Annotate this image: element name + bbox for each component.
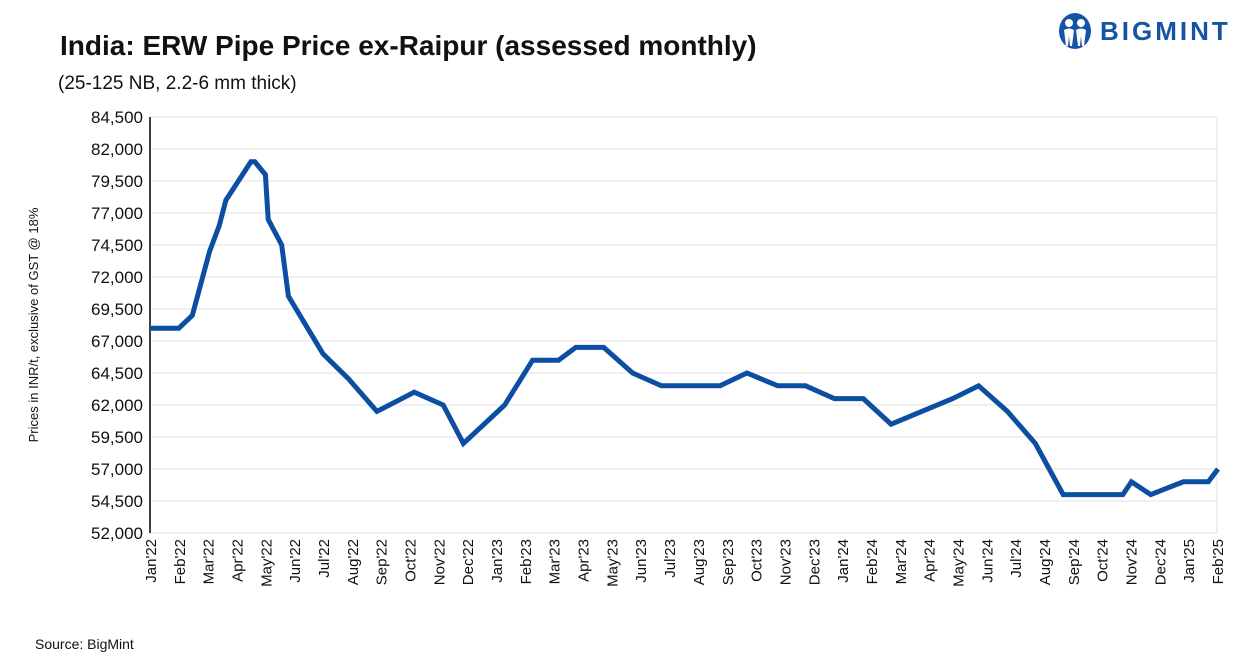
x-tick-label: Jul'22 xyxy=(316,539,333,578)
series-group xyxy=(150,159,1220,498)
chart-subtitle: (25-125 NB, 2.2-6 mm thick) xyxy=(58,73,297,94)
x-tick-label: Dec'23 xyxy=(806,539,823,585)
x-tick-label: Aug'23 xyxy=(691,539,708,585)
x-tick-label: Apr'24 xyxy=(922,539,939,582)
x-tick-label: Dec'24 xyxy=(1152,539,1169,585)
y-tick-label: 84,500 xyxy=(91,108,143,127)
y-tick-label: 82,000 xyxy=(91,140,143,159)
x-tick-label: May'23 xyxy=(604,539,621,587)
x-tick-label: Nov'24 xyxy=(1123,539,1140,585)
y-tick-label: 77,000 xyxy=(91,204,143,223)
x-tick-label: May'24 xyxy=(950,539,967,587)
y-tick-label: 62,000 xyxy=(91,396,143,415)
logo-text: BIGMINT xyxy=(1100,15,1231,46)
source-note: Source: BigMint xyxy=(35,636,134,652)
x-tick-label: Sep'22 xyxy=(374,539,391,585)
y-tick-label: 79,500 xyxy=(91,172,143,191)
x-tick-label: Jun'24 xyxy=(979,539,996,583)
x-tick-label: Aug'24 xyxy=(1037,539,1054,585)
y-axis-title: Prices in INR/t, exclusive of GST @ 18% xyxy=(26,207,41,442)
x-tick-label: Feb'24 xyxy=(864,539,881,584)
x-tick-label: Feb'22 xyxy=(172,539,189,584)
y-tick-label: 54,500 xyxy=(91,492,143,511)
y-tick-label: 69,500 xyxy=(91,300,143,319)
x-tick-label: Mar'22 xyxy=(201,539,218,584)
x-tick-label: Jan'24 xyxy=(835,539,852,583)
x-tick-label: Apr'22 xyxy=(230,539,247,582)
y-tick-label: 67,000 xyxy=(91,332,143,351)
x-tick-label: Jan'22 xyxy=(143,539,160,583)
y-axis-ticks: 52,000 54,500 57,000 59,500 62,000 64,500 67,0… xyxy=(91,108,143,543)
x-tick-label: Aug'22 xyxy=(345,539,362,585)
x-tick-label: Feb'25 xyxy=(1210,539,1227,584)
x-tick-label: Oct'24 xyxy=(1095,539,1112,582)
x-tick-label: Oct'22 xyxy=(403,539,420,582)
x-tick-label: Jan'23 xyxy=(489,539,506,583)
x-tick-label: Dec'22 xyxy=(460,539,477,585)
x-tick-label: Jul'23 xyxy=(662,539,679,578)
y-tick-label: 59,500 xyxy=(91,428,143,447)
x-tick-label: Nov'22 xyxy=(431,539,448,585)
x-tick-label: Jun'22 xyxy=(287,539,304,583)
x-tick-label: Feb'23 xyxy=(518,539,535,584)
y-tick-label: 74,500 xyxy=(91,236,143,255)
x-tick-label: Mar'23 xyxy=(547,539,564,584)
x-tick-label: May'22 xyxy=(258,539,275,587)
x-axis-ticks: Jan'22 Feb'22 Mar'22 Apr'22 May'22 Jun'22 Jul'… xyxy=(143,539,1227,587)
price-line xyxy=(150,159,1220,498)
x-tick-label: Apr'23 xyxy=(576,539,593,582)
x-tick-label: Mar'24 xyxy=(893,539,910,584)
x-tick-label: Oct'23 xyxy=(749,539,766,582)
y-tick-label: 52,000 xyxy=(91,524,143,543)
x-tick-label: Nov'23 xyxy=(777,539,794,585)
x-tick-label: Sep'23 xyxy=(720,539,737,585)
x-tick-label: Sep'24 xyxy=(1066,539,1083,585)
people-logo-icon xyxy=(1059,13,1091,49)
y-tick-label: 57,000 xyxy=(91,460,143,479)
y-tick-label: 72,000 xyxy=(91,268,143,287)
x-tick-label: Jul'24 xyxy=(1008,539,1025,578)
bigmint-logo: BIGMINT xyxy=(1058,12,1231,50)
x-tick-label: Jun'23 xyxy=(633,539,650,583)
y-tick-label: 64,500 xyxy=(91,364,143,383)
chart-title: India: ERW Pipe Price ex-Raipur (assesse… xyxy=(60,30,757,61)
gridlines xyxy=(150,116,1217,534)
x-tick-label: Jan'25 xyxy=(1181,539,1198,583)
